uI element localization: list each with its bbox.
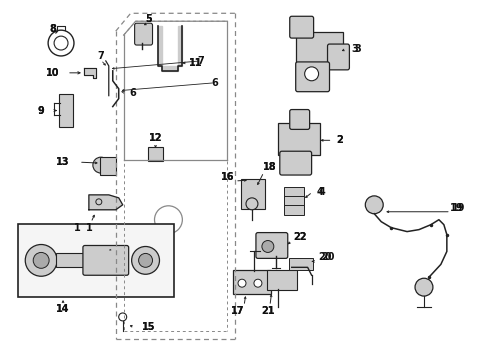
Text: 4: 4 <box>316 187 322 197</box>
Circle shape <box>93 157 108 173</box>
Circle shape <box>253 279 262 287</box>
FancyBboxPatch shape <box>18 224 174 297</box>
FancyBboxPatch shape <box>100 157 116 175</box>
Text: 6: 6 <box>129 88 136 98</box>
FancyBboxPatch shape <box>56 253 86 267</box>
Circle shape <box>96 199 102 205</box>
Text: 13: 13 <box>56 157 70 167</box>
Text: 4: 4 <box>318 187 324 197</box>
FancyBboxPatch shape <box>279 151 311 175</box>
Text: 20: 20 <box>320 252 334 262</box>
Text: 22: 22 <box>292 231 306 242</box>
FancyBboxPatch shape <box>233 270 270 294</box>
Text: 5: 5 <box>145 14 152 24</box>
Text: 18: 18 <box>263 162 276 172</box>
Text: 9: 9 <box>38 105 44 116</box>
FancyBboxPatch shape <box>295 62 329 92</box>
Text: 6: 6 <box>211 78 218 88</box>
Polygon shape <box>178 26 182 66</box>
Text: 1: 1 <box>73 222 80 233</box>
Polygon shape <box>158 26 162 66</box>
Text: 8: 8 <box>50 24 57 34</box>
Circle shape <box>138 253 152 267</box>
FancyBboxPatch shape <box>255 233 287 258</box>
Text: 12: 12 <box>148 133 162 143</box>
FancyBboxPatch shape <box>288 258 312 270</box>
FancyBboxPatch shape <box>266 270 296 290</box>
Polygon shape <box>84 68 96 78</box>
Text: 13: 13 <box>56 157 70 167</box>
Text: 21: 21 <box>261 306 274 316</box>
FancyBboxPatch shape <box>289 16 313 38</box>
Circle shape <box>131 247 159 274</box>
Text: 7: 7 <box>97 51 104 61</box>
Text: 19: 19 <box>449 203 463 213</box>
Text: 20: 20 <box>317 252 330 262</box>
FancyBboxPatch shape <box>241 179 264 209</box>
Text: 10: 10 <box>46 68 60 78</box>
Text: 18: 18 <box>263 162 276 172</box>
Text: 3: 3 <box>353 44 360 54</box>
Text: 3: 3 <box>350 44 357 54</box>
Text: 12: 12 <box>148 133 162 143</box>
Text: 14: 14 <box>56 304 70 314</box>
Text: 1: 1 <box>85 222 92 233</box>
Circle shape <box>245 198 257 210</box>
Text: 10: 10 <box>46 68 60 78</box>
Text: 22: 22 <box>292 231 306 242</box>
FancyBboxPatch shape <box>134 23 152 45</box>
FancyBboxPatch shape <box>59 94 73 127</box>
Circle shape <box>33 252 49 268</box>
Polygon shape <box>89 195 122 210</box>
Text: 17: 17 <box>231 306 244 316</box>
Text: 2: 2 <box>335 135 342 145</box>
FancyBboxPatch shape <box>289 109 309 129</box>
Circle shape <box>262 240 273 252</box>
FancyBboxPatch shape <box>283 187 303 197</box>
FancyBboxPatch shape <box>327 44 349 70</box>
Text: 5: 5 <box>145 14 152 24</box>
Text: 11: 11 <box>188 58 202 68</box>
FancyBboxPatch shape <box>277 123 319 155</box>
Circle shape <box>414 278 432 296</box>
Circle shape <box>25 244 57 276</box>
Circle shape <box>304 67 318 81</box>
Text: 8: 8 <box>50 24 57 34</box>
Circle shape <box>365 196 383 214</box>
Text: 14: 14 <box>56 304 70 314</box>
FancyBboxPatch shape <box>295 32 343 66</box>
Text: 15: 15 <box>142 322 155 332</box>
Text: '': '' <box>108 248 112 255</box>
Text: 7: 7 <box>197 56 203 66</box>
Text: 16: 16 <box>221 172 234 182</box>
FancyBboxPatch shape <box>283 205 303 215</box>
Text: 11: 11 <box>188 58 202 68</box>
Text: 16: 16 <box>221 172 234 182</box>
Text: 17: 17 <box>231 306 244 316</box>
Text: 21: 21 <box>261 306 274 316</box>
FancyBboxPatch shape <box>283 196 303 206</box>
Polygon shape <box>162 66 178 71</box>
Text: 9: 9 <box>38 105 44 116</box>
Text: 2: 2 <box>335 135 342 145</box>
Text: 19: 19 <box>451 203 465 213</box>
FancyBboxPatch shape <box>147 147 163 161</box>
FancyBboxPatch shape <box>83 246 128 275</box>
Text: 15: 15 <box>142 322 155 332</box>
Circle shape <box>238 279 245 287</box>
